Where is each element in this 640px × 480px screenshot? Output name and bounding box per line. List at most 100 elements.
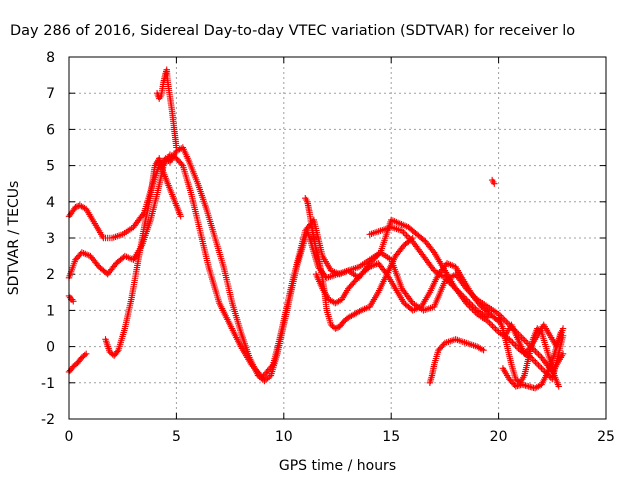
x-tick-label: 20 (490, 429, 508, 445)
data-point (510, 340, 518, 348)
data-point (455, 288, 462, 295)
data-point (441, 274, 449, 282)
data-point (526, 344, 533, 352)
data-point (374, 252, 381, 259)
data-point (406, 235, 413, 242)
data-point (453, 287, 461, 294)
y-tick-label: 2 (46, 267, 55, 283)
data-point (404, 233, 412, 241)
data-point (458, 291, 465, 299)
data-point (486, 319, 493, 327)
data-point (535, 351, 542, 358)
data-point (480, 347, 487, 354)
data-point (538, 365, 545, 372)
data-point (251, 364, 258, 372)
y-tick-label: 0 (46, 340, 55, 356)
data-point (382, 269, 389, 276)
y-axis-title: SDTVAR / TECUs (6, 181, 22, 296)
data-point (464, 297, 472, 305)
data-point (398, 227, 406, 234)
y-tick-label: 5 (46, 159, 55, 175)
chart-title: Day 286 of 2016, Sidereal Day-to-day VTE… (10, 23, 575, 39)
x-tick-label: 10 (275, 429, 293, 445)
data-point (492, 325, 499, 333)
data-point (401, 230, 409, 238)
plot-frame (68, 56, 607, 420)
data-point (460, 293, 467, 300)
data-point (484, 314, 492, 321)
x-tick-label: 15 (382, 429, 400, 445)
data-point (536, 352, 544, 360)
data-point (509, 339, 516, 346)
data-point (559, 350, 567, 358)
data-point (506, 336, 513, 343)
data-point (489, 322, 496, 330)
data-point (449, 282, 456, 289)
y-tick-label: -2 (41, 412, 55, 428)
data-point (472, 305, 479, 313)
data-point (81, 351, 88, 359)
data-point (536, 363, 544, 370)
data-point (487, 321, 495, 328)
data-points (65, 66, 567, 392)
y-tick-label: 4 (46, 195, 55, 211)
x-tick-label: 25 (597, 429, 615, 445)
data-point (371, 255, 378, 262)
data-point (555, 383, 562, 390)
data-point (539, 366, 547, 374)
y-tick-label: 8 (46, 50, 55, 66)
y-tick-label: 1 (46, 303, 55, 319)
data-point (444, 277, 452, 285)
data-point (450, 283, 458, 291)
data-point (504, 320, 512, 327)
data-point (533, 360, 541, 367)
y-tick-label: 7 (46, 86, 55, 102)
data-point (532, 358, 539, 366)
data-point (372, 253, 380, 261)
data-point (457, 290, 464, 297)
data-point (530, 357, 538, 364)
data-point (467, 300, 475, 308)
x-tick-label: 0 (65, 429, 74, 445)
data-point (491, 180, 498, 187)
data-point (446, 279, 453, 286)
data-point (452, 285, 459, 292)
grid-lines (69, 57, 606, 419)
data-point (512, 342, 519, 349)
data-point (443, 276, 450, 283)
data-point (332, 325, 339, 332)
data-point (177, 213, 184, 220)
data-point (463, 296, 470, 303)
data-point (178, 160, 185, 168)
data-point (114, 348, 121, 355)
y-tick-label: -1 (41, 376, 55, 392)
data-point (447, 280, 455, 288)
data-point (535, 362, 542, 369)
x-tick-label: 5 (172, 429, 181, 445)
data-point (533, 349, 541, 357)
data-point (493, 327, 501, 334)
data-point (70, 298, 77, 305)
data-point (470, 304, 478, 311)
data-point (407, 236, 415, 244)
y-tick-label: 6 (46, 122, 55, 138)
data-point (461, 294, 469, 302)
data-point (559, 325, 567, 332)
data-point (82, 350, 90, 358)
data-point (521, 337, 528, 344)
data-point (173, 144, 180, 151)
data-point (403, 232, 410, 239)
axes: 0 5 10 15 20 25 -2 -1 0 1 2 3 4 5 6 7 8 (41, 50, 615, 445)
data-point (469, 302, 476, 309)
data-point (490, 324, 498, 331)
data-point (400, 229, 407, 236)
x-axis-title: GPS time / hours (279, 458, 396, 474)
data-point (501, 317, 508, 324)
data-point (503, 318, 510, 325)
data-point (523, 338, 530, 346)
data-point (72, 204, 79, 211)
data-point (333, 324, 340, 332)
data-point (429, 247, 437, 255)
y-tick-label: 3 (46, 231, 55, 247)
